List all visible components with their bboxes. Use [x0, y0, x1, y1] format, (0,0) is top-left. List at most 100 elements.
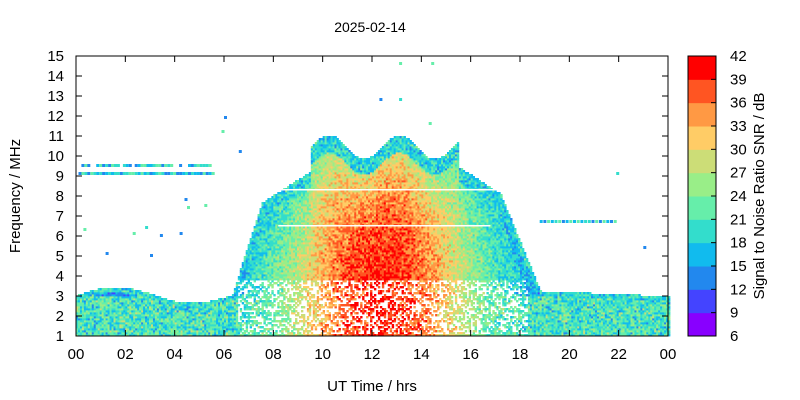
heatmap-cell: [308, 324, 312, 327]
heatmap-cell: [269, 268, 272, 271]
heatmap-cell: [304, 282, 308, 285]
heatmap-cell: [206, 326, 209, 329]
heatmap-cell: [261, 222, 264, 225]
heatmap-cell: [162, 334, 166, 337]
heatmap-cell: [123, 296, 126, 299]
heatmap-cell: [225, 308, 229, 311]
heatmap-cell: [113, 334, 116, 337]
heatmap-cell: [298, 204, 302, 207]
heatmap-cell: [218, 320, 221, 323]
heatmap-cell: [275, 224, 278, 227]
heatmap-cell: [306, 272, 310, 275]
heatmap-cell: [152, 324, 156, 327]
heatmap-cell: [113, 304, 116, 307]
heatmap-cell: [139, 296, 142, 299]
heatmap-cell: [245, 312, 249, 315]
heatmap-cell: [267, 256, 270, 259]
heatmap-cell: [267, 244, 270, 247]
heatmap-cell: [83, 330, 87, 333]
heatmap-cell: [312, 302, 316, 305]
heatmap-cell: [300, 182, 304, 185]
heatmap-cell: [283, 262, 286, 265]
heatmap-cell: [297, 198, 300, 201]
heatmap-cell: [156, 302, 160, 305]
heatmap-cell: [85, 330, 89, 333]
heatmap-cell: [310, 230, 314, 233]
heatmap-cell: [291, 278, 294, 281]
heatmap-cell: [85, 302, 89, 305]
heatmap-cell: [273, 232, 276, 235]
heatmap-cell: [180, 314, 183, 317]
heatmap-cell: [141, 328, 144, 331]
heatmap-cell: [103, 324, 106, 327]
heatmap-cell: [267, 232, 270, 235]
heatmap-cell: [269, 220, 272, 223]
heatmap-cell: [265, 256, 268, 259]
heatmap-cell: [269, 200, 272, 203]
heatmap-cell: [188, 306, 191, 309]
heatmap-cell: [273, 196, 276, 199]
heatmap-cell: [253, 244, 256, 247]
heatmap-cell: [273, 194, 276, 197]
heatmap-cell: [275, 312, 278, 315]
heatmap-cell: [310, 214, 314, 217]
heatmap-cell: [271, 254, 274, 257]
heatmap-cell: [298, 300, 302, 303]
heatmap-cell: [283, 258, 286, 261]
heatmap-cell: [293, 208, 296, 211]
heatmap-cell: [227, 304, 231, 307]
heatmap-cell: [304, 278, 308, 281]
heatmap-cell: [279, 240, 282, 243]
heatmap-cell: [302, 262, 306, 265]
heatmap-cell: [257, 300, 260, 303]
heatmap-cell: [293, 272, 296, 275]
heatmap-cell: [261, 274, 264, 277]
heatmap-cell: [326, 282, 329, 285]
heatmap-cell: [198, 302, 201, 305]
heatmap-cell: [243, 276, 247, 279]
heatmap-cell: [271, 228, 274, 231]
heatmap-cell: [255, 248, 258, 251]
heatmap-cell: [259, 224, 262, 227]
heatmap-cell: [285, 226, 288, 229]
heatmap-cell: [300, 240, 304, 243]
heatmap-cell: [293, 236, 296, 239]
heatmap-cell: [150, 320, 154, 323]
heatmap-cell: [133, 328, 136, 331]
heatmap-cell: [243, 306, 247, 309]
heatmap-cell: [127, 298, 130, 301]
heatmap-cell: [287, 216, 290, 219]
heatmap-cell: [81, 320, 85, 323]
heatmap-cell: [184, 326, 187, 329]
heatmap-cell: [216, 322, 219, 325]
heatmap-cell: [245, 274, 249, 277]
heatmap-cell: [249, 246, 253, 249]
heatmap-cell: [308, 212, 312, 215]
heatmap-cell: [87, 298, 91, 301]
heatmap-cell: [287, 312, 290, 315]
heatmap-cell: [300, 270, 304, 273]
heatmap-cell: [297, 312, 300, 315]
heatmap-cell: [279, 220, 282, 223]
heatmap-cell: [87, 302, 91, 305]
heatmap-cell: [235, 328, 239, 331]
heatmap-cell: [188, 314, 191, 317]
heatmap-cell: [297, 266, 300, 269]
heatmap-cell: [312, 226, 316, 229]
heatmap-cell: [267, 220, 270, 223]
heatmap-cell: [147, 312, 150, 315]
heatmap-cell: [150, 304, 154, 307]
heatmap-cell: [283, 204, 286, 207]
heatmap-cell: [283, 244, 286, 247]
heatmap-cell: [283, 242, 286, 245]
heatmap-cell: [249, 324, 253, 327]
heatmap-cell: [184, 332, 187, 335]
heatmap-cell: [247, 272, 251, 275]
heatmap-cell: [220, 328, 223, 331]
heatmap-cell: [101, 328, 105, 331]
heatmap-cell: [291, 300, 294, 303]
heatmap-cell: [225, 310, 229, 313]
heatmap-cell: [76, 326, 79, 329]
heatmap-cell: [89, 302, 93, 305]
heatmap-cell: [269, 222, 272, 225]
